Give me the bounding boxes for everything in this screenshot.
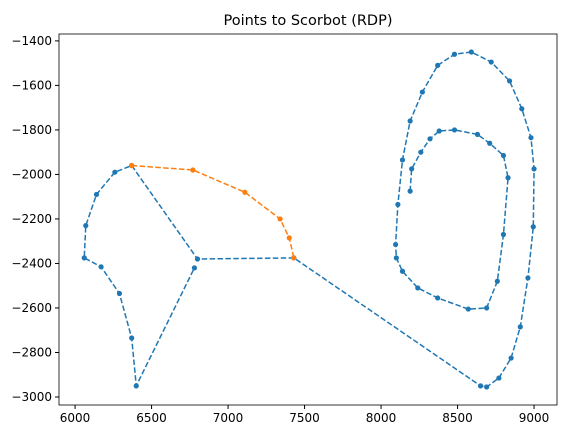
point	[392, 241, 399, 248]
point	[525, 275, 531, 281]
y-tick-label: −3000	[11, 390, 52, 404]
x-tick-label: 6500	[136, 411, 167, 425]
point	[435, 62, 441, 68]
point	[291, 255, 297, 261]
point	[418, 149, 424, 155]
y-tick-label: −1800	[11, 123, 52, 137]
point	[191, 265, 198, 271]
point	[98, 264, 104, 270]
point	[505, 175, 511, 181]
point	[399, 157, 406, 163]
y-tick-label: −2200	[11, 212, 52, 226]
point	[477, 383, 484, 389]
point	[393, 255, 399, 261]
point	[531, 166, 537, 172]
point	[194, 256, 201, 262]
point	[190, 167, 196, 173]
y-tick-label: −2400	[11, 256, 52, 270]
point	[451, 51, 458, 57]
point	[129, 162, 135, 169]
point	[517, 324, 523, 330]
y-tick-label: −1400	[11, 34, 52, 48]
point	[484, 305, 490, 311]
y-tick-label: −2000	[11, 167, 52, 181]
point	[435, 295, 441, 301]
x-tick-label: 9000	[519, 411, 550, 425]
point	[484, 384, 490, 390]
point	[436, 128, 442, 134]
point	[407, 118, 413, 124]
x-tick-label: 6000	[60, 411, 91, 425]
point	[427, 136, 433, 142]
point	[81, 255, 87, 261]
point	[487, 140, 493, 146]
point	[407, 188, 413, 194]
point	[395, 201, 401, 208]
point	[451, 127, 458, 133]
point	[506, 78, 513, 84]
point	[83, 223, 89, 229]
point	[112, 169, 118, 175]
point	[519, 106, 525, 112]
y-tick-label: −2800	[11, 345, 52, 359]
point	[465, 306, 471, 312]
point	[419, 89, 425, 95]
point	[129, 335, 135, 341]
point	[133, 383, 139, 389]
point	[496, 375, 502, 381]
point	[399, 268, 406, 274]
point	[468, 49, 474, 55]
point	[277, 216, 283, 222]
point	[508, 355, 514, 361]
point	[494, 278, 500, 284]
y-tick-label: −2600	[11, 301, 52, 315]
x-tick-label: 7000	[213, 411, 244, 425]
point	[409, 166, 415, 172]
point	[242, 189, 248, 195]
x-tick-label: 8500	[442, 411, 473, 425]
point	[488, 59, 494, 65]
point	[93, 191, 100, 198]
y-tick-label: −1600	[11, 78, 52, 92]
point	[528, 135, 534, 141]
point	[474, 131, 481, 137]
plot-frame	[58, 33, 558, 406]
series-line	[131, 164, 295, 259]
point	[500, 231, 507, 238]
series-line	[83, 51, 535, 389]
point	[530, 224, 536, 230]
x-tick-label: 7500	[289, 411, 320, 425]
point	[415, 285, 421, 291]
point	[286, 235, 292, 241]
point	[116, 290, 123, 297]
x-tick-label: 8000	[366, 411, 397, 425]
point	[500, 152, 507, 159]
chart-title: Points to Scorbot (RDP)	[223, 13, 392, 29]
